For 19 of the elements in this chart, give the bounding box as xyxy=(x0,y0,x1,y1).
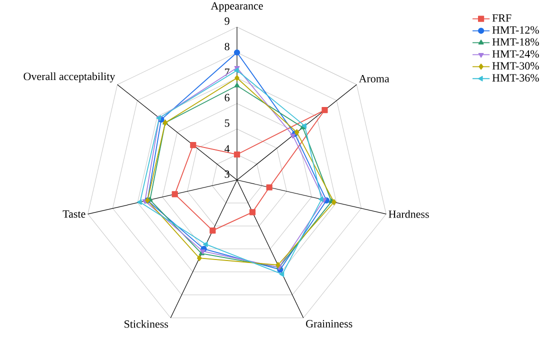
legend-label: HMT-12% xyxy=(492,26,539,34)
legend-label: HMT-24% xyxy=(492,50,539,58)
spoke-label: Graininess xyxy=(306,320,352,328)
spoke-label: Overall acceptability xyxy=(24,72,116,82)
y-tick-label: 9 xyxy=(224,17,230,25)
spoke-label: Aroma xyxy=(358,75,390,82)
y-tick-label: 6 xyxy=(224,94,230,102)
y-tick-label: 4 xyxy=(224,145,230,152)
legend-label: HMT-18% xyxy=(492,38,539,46)
spoke-label: Stickiness xyxy=(124,320,168,328)
spoke-label: Appearance xyxy=(210,2,263,12)
y-tick-label: 3 xyxy=(224,170,230,178)
legend-label: HMT-30% xyxy=(492,62,539,70)
spoke-label: Taste xyxy=(62,210,86,218)
spoke-label: Hardness xyxy=(388,210,429,218)
legend-label: HMT-36% xyxy=(492,74,539,82)
y-tick-label: 5 xyxy=(224,119,230,127)
legend-label: FRF xyxy=(492,14,512,22)
y-tick-label: 8 xyxy=(224,42,230,50)
